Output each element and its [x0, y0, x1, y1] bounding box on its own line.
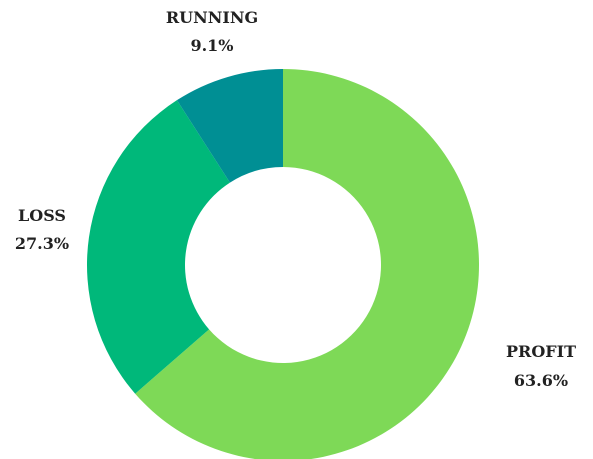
donut-slices — [87, 69, 479, 459]
slice-profit — [135, 69, 479, 459]
slice-labels: PROFIT 63.6% LOSS 27.3% RUNNING 9.1% — [15, 8, 576, 390]
slice-value-profit: 63.6% — [514, 371, 568, 390]
slice-value-loss: 27.3% — [15, 234, 69, 253]
slice-label-running: RUNNING — [166, 8, 258, 27]
slice-value-running: 9.1% — [190, 36, 233, 55]
slice-loss — [87, 100, 230, 394]
slice-running — [176, 69, 283, 183]
slice-label-loss: LOSS — [18, 206, 66, 225]
slice-label-profit: PROFIT — [506, 342, 576, 361]
